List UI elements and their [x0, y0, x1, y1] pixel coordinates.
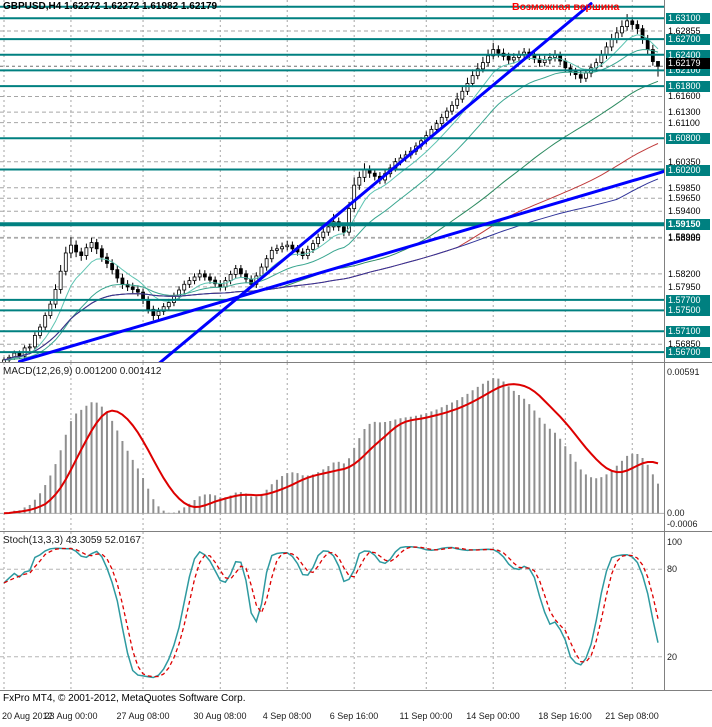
trendline-shallow-uptrend — [17, 169, 664, 362]
moving-averages-layer — [3, 34, 659, 361]
trendlines-layer[interactable] — [17, 2, 709, 373]
main-panel-layer — [0, 2, 709, 373]
stochastic-layer — [0, 546, 664, 679]
stoch-main-line — [3, 546, 659, 679]
horizontal-lines-layer[interactable] — [0, 5, 664, 354]
trendline-steep-uptrend — [158, 2, 593, 362]
stoch-signal-line — [3, 546, 659, 678]
panel-borders — [0, 0, 712, 691]
macd-signal-line — [3, 383, 659, 515]
macd-layer — [0, 378, 664, 515]
macd-histogram — [8, 378, 659, 514]
